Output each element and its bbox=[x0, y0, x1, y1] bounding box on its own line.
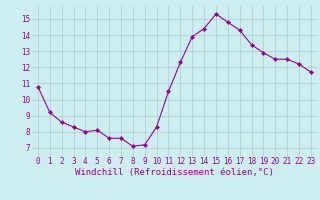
X-axis label: Windchill (Refroidissement éolien,°C): Windchill (Refroidissement éolien,°C) bbox=[75, 168, 274, 177]
